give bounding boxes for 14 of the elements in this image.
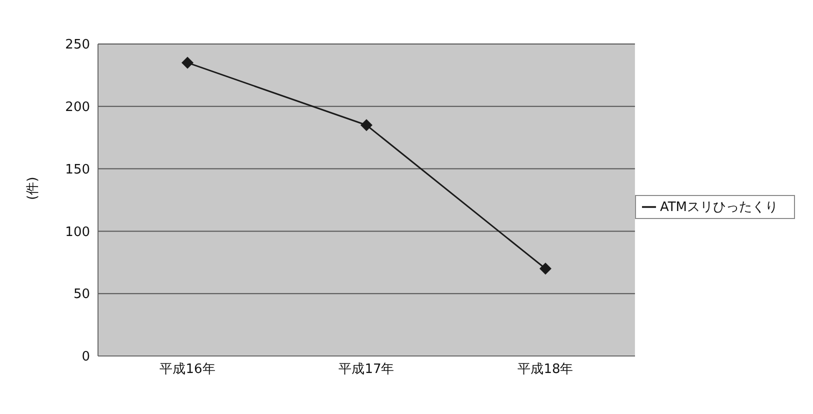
y-tick-label: 200 (65, 100, 90, 116)
y-axis-title: (件) (26, 176, 41, 200)
point (539, 262, 552, 275)
x-tick-label: 平成16年 (160, 362, 216, 378)
y-tick-label: 0 (82, 350, 90, 365)
legend-label: ATMスリひったくり (660, 200, 778, 215)
x-tick-label: 平成17年 (338, 362, 394, 378)
x-tick-label: 平成18年 (518, 362, 574, 378)
y-tick-label: 50 (73, 287, 90, 302)
y-tick-label: 150 (65, 162, 90, 178)
y-tick-label: 100 (65, 224, 90, 240)
point (360, 119, 372, 132)
y-tick-label: 250 (65, 38, 90, 53)
point (181, 56, 194, 69)
